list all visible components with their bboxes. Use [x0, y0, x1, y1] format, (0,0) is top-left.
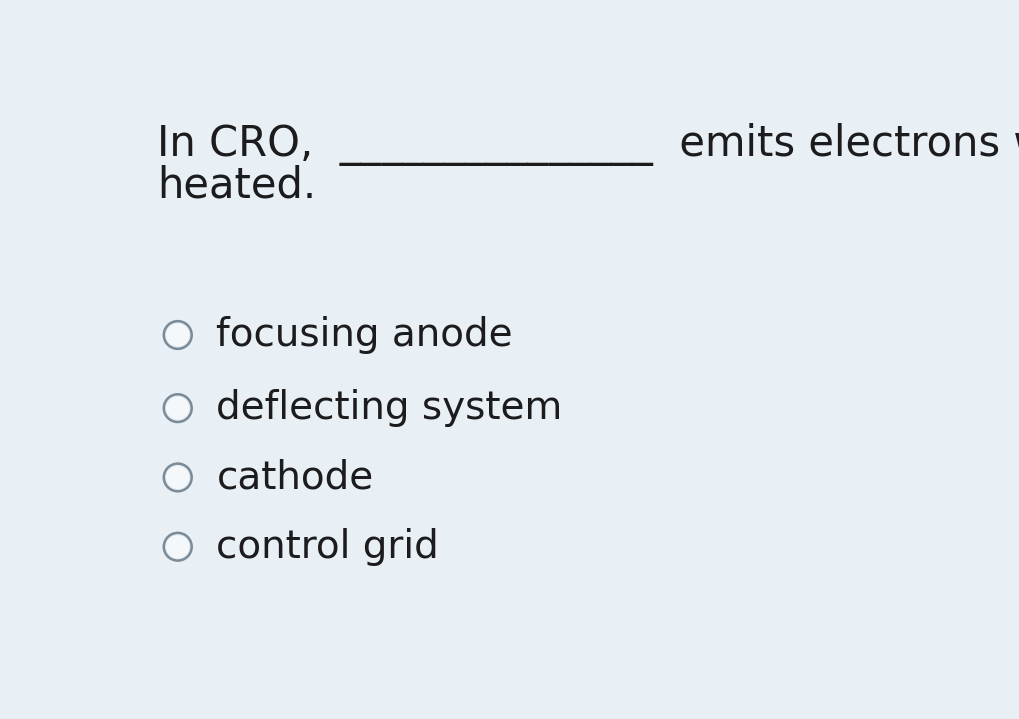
Text: cathode: cathode	[216, 459, 374, 496]
Circle shape	[166, 324, 190, 347]
Circle shape	[166, 397, 190, 420]
Circle shape	[166, 466, 190, 489]
Text: deflecting system: deflecting system	[216, 389, 562, 427]
Text: heated.: heated.	[157, 165, 316, 207]
Text: focusing anode: focusing anode	[216, 316, 514, 354]
Text: In CRO,  _______________  emits electrons when: In CRO, _______________ emits electrons …	[157, 123, 1019, 166]
Circle shape	[164, 394, 192, 422]
Circle shape	[164, 321, 192, 349]
Circle shape	[166, 535, 190, 558]
Circle shape	[164, 533, 192, 561]
Circle shape	[164, 464, 192, 491]
Text: control grid: control grid	[216, 528, 439, 566]
